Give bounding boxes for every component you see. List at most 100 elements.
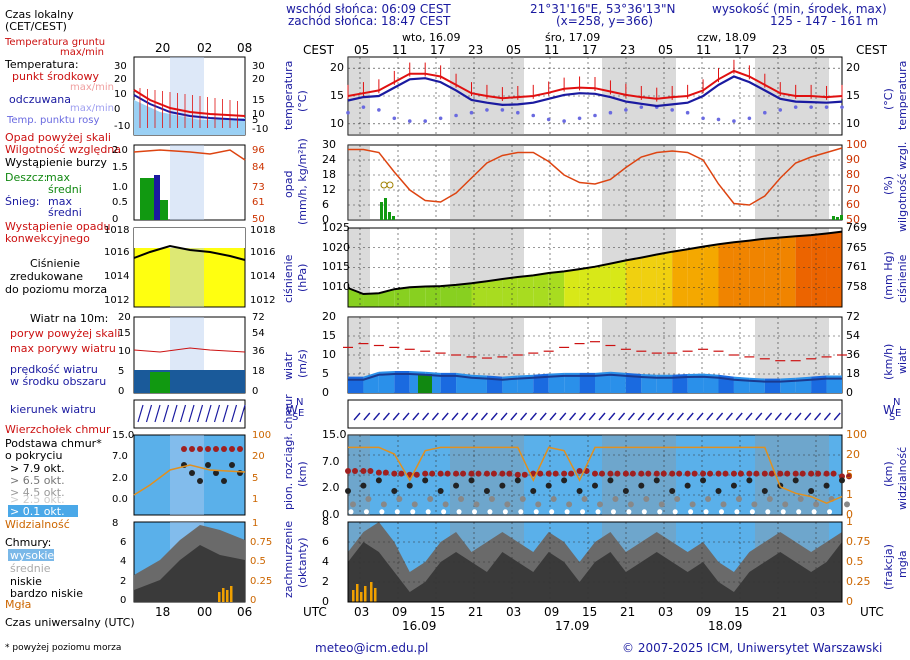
humidity-line bbox=[348, 147, 843, 206]
wind-ytick-left: 0 bbox=[322, 386, 329, 399]
legend-pres-ytick-r: 1012 bbox=[250, 295, 276, 306]
prec-ytick-right: 80 bbox=[846, 168, 860, 181]
pressure-area bbox=[456, 283, 472, 307]
cloud-top-dot bbox=[645, 470, 652, 477]
pressure-area bbox=[610, 260, 626, 307]
cloud-base-dot bbox=[643, 496, 650, 502]
cloud-base-dot bbox=[734, 509, 740, 515]
top-hour-label: 23 bbox=[620, 43, 636, 57]
dew-point-dot bbox=[793, 105, 798, 109]
wind-area bbox=[378, 370, 395, 393]
pres-axis-right-unit: (mm Hg) bbox=[882, 251, 895, 300]
cloud-top-dot bbox=[638, 470, 645, 477]
pres-frame bbox=[347, 227, 843, 308]
cloud-top-dot bbox=[823, 470, 830, 477]
cld-ytick-left: 2.0 bbox=[322, 481, 340, 495]
wind-arrow bbox=[735, 412, 743, 421]
legend-okt79: > 7.9 okt. bbox=[10, 462, 65, 475]
cloud-top-dot bbox=[561, 470, 568, 477]
wind-arrow bbox=[441, 412, 449, 421]
sunset-text: zachód słońca: 18:47 CEST bbox=[288, 14, 451, 28]
cloud-top-dot bbox=[691, 470, 698, 477]
legend-wind-ytick: 10 bbox=[118, 346, 131, 357]
prec-axis-right-unit: (%) bbox=[882, 175, 895, 195]
temp-ytick-left: 15 bbox=[330, 89, 344, 102]
legend-cloud-top: Wierzchołek chmur bbox=[5, 423, 111, 436]
legend-temp-ytick: -10 bbox=[114, 121, 131, 132]
wind-arrow bbox=[833, 412, 841, 421]
cloud-base-dot bbox=[626, 509, 632, 515]
dew-point-dot bbox=[577, 116, 582, 121]
cloud-base-dot bbox=[842, 509, 848, 515]
cloud-top-dot bbox=[413, 471, 420, 478]
cloud-top-dot bbox=[722, 470, 729, 477]
prec-ytick-right: 90 bbox=[846, 153, 860, 166]
dew-point-dot bbox=[608, 110, 613, 115]
cloud-base-dot bbox=[823, 482, 830, 489]
dew-point-dot bbox=[346, 110, 350, 115]
legend-wind-mean2: w środku obszaru bbox=[10, 375, 107, 388]
pres-ytick-right: 758 bbox=[846, 280, 867, 293]
legend-pres-ytick: 1016 bbox=[104, 247, 130, 258]
pressure-area bbox=[687, 246, 704, 307]
cloud-top-dot bbox=[499, 470, 506, 477]
wind-arrow bbox=[745, 412, 753, 421]
wind-area bbox=[579, 372, 595, 393]
cloud-top-dot bbox=[784, 470, 791, 477]
footer-email[interactable]: meteo@icm.edu.pl bbox=[315, 641, 429, 655]
legend-wind-ytick-r: 36 bbox=[252, 346, 265, 357]
utc-label-left: UTC bbox=[303, 605, 327, 619]
legend-mid-point: punkt środkowy bbox=[12, 70, 100, 83]
bottom-hour-label: 03 bbox=[658, 605, 674, 619]
cloud-top-dot bbox=[746, 470, 753, 477]
footer-copyright: © 2007-2025 ICM, Uniwersytet Warszawski bbox=[622, 641, 883, 655]
cloud-top-dot bbox=[437, 470, 444, 477]
wind-area bbox=[440, 372, 457, 393]
legend-cld-ytick-r: 100 bbox=[252, 430, 272, 441]
dew-point-dot bbox=[747, 116, 752, 121]
legend-snow: Śnieg: bbox=[5, 195, 40, 208]
legend-cld-ytick: 8 bbox=[112, 518, 119, 529]
legend-prec-ytick: 1.5 bbox=[112, 162, 128, 173]
pressure-area bbox=[733, 240, 750, 307]
prec-axis-right: wilgotność wzgl. bbox=[896, 141, 909, 232]
legend-okt65: > 6.5 okt. bbox=[10, 474, 65, 487]
legend-rain-bar bbox=[160, 200, 168, 220]
wind-arrow bbox=[490, 412, 498, 421]
top-hour-label: 05 bbox=[354, 43, 370, 57]
dew-point-dot bbox=[701, 116, 705, 121]
cloud-base-dot bbox=[437, 488, 444, 494]
legend-wind-arrow bbox=[137, 404, 144, 423]
temp-axis-left: temperatura bbox=[282, 60, 295, 130]
legend-pressure3: do poziomu morza bbox=[5, 283, 108, 296]
cloud-base-dot bbox=[796, 509, 802, 515]
pressure-area bbox=[502, 276, 518, 307]
wind-arrow bbox=[588, 412, 596, 421]
pressure-area bbox=[425, 286, 441, 307]
cloud-top-dot bbox=[592, 470, 598, 477]
cloud-base-dot bbox=[530, 488, 537, 494]
cloud-base-dot bbox=[442, 501, 449, 508]
wind-arrow bbox=[676, 412, 684, 421]
wind-arrow bbox=[814, 412, 822, 421]
cloud-base-dot bbox=[456, 509, 462, 515]
cloud-base-dot bbox=[808, 488, 815, 494]
wind-arrow bbox=[451, 412, 459, 421]
fog-bar bbox=[364, 586, 367, 602]
cloud-base-dot bbox=[499, 482, 506, 489]
cloud-base-dot bbox=[350, 501, 356, 508]
cloud-top-dot bbox=[552, 470, 559, 477]
cld-ytick-left: 15.0 bbox=[322, 428, 347, 441]
pres-ytick-left: 1020 bbox=[322, 240, 350, 254]
wdir-s-right: S bbox=[889, 412, 896, 423]
wind-area bbox=[625, 372, 642, 393]
pressure-area bbox=[641, 254, 657, 307]
bottom-hour-label: 21 bbox=[620, 605, 636, 619]
legend-very-low: bardzo niskie bbox=[10, 587, 83, 600]
legend-max-min2: max/min bbox=[70, 103, 115, 114]
cov-ytick-left: 6 bbox=[322, 535, 329, 548]
legend-cov-ytick: 6 bbox=[120, 537, 127, 548]
wind-ytick-left: 20 bbox=[322, 310, 336, 323]
legend-fall-above: Opad powyżej skali bbox=[5, 131, 111, 144]
prec-panel-night-1 bbox=[450, 145, 524, 220]
